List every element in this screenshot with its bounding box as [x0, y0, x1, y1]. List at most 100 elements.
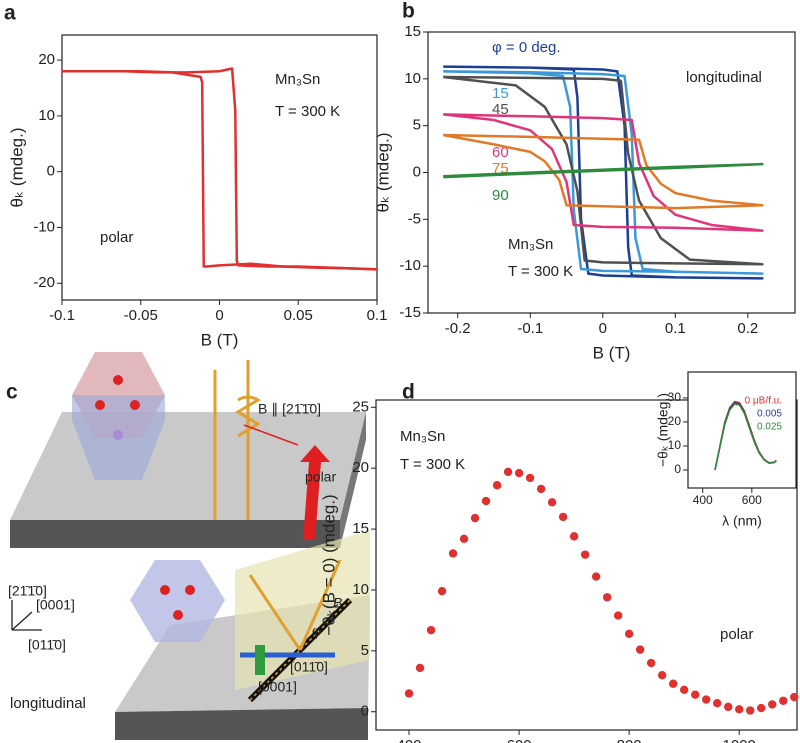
data-point	[481, 496, 491, 506]
field-label: B ∥ [21̄1̄0]	[258, 401, 321, 417]
data-point	[746, 706, 755, 715]
x-axis-label: B (T)	[593, 343, 631, 362]
data-point	[724, 702, 733, 712]
annotation: Mn₃Sn	[400, 428, 445, 445]
series-line	[714, 403, 777, 471]
y-tick-label: 20	[668, 414, 682, 428]
y-tick-label: 5	[361, 642, 369, 659]
data-point	[690, 690, 700, 699]
data-point	[459, 534, 469, 544]
data-point	[602, 593, 612, 602]
y-tick-label: 0	[674, 462, 681, 476]
y-axis-label: θₖ (mdeg.)	[373, 133, 392, 213]
series-label: 45	[492, 101, 509, 118]
panel-letter: b	[402, 0, 415, 23]
y-tick-label: 10	[668, 438, 682, 452]
series-line	[443, 133, 764, 210]
panel-letter: a	[4, 2, 16, 25]
atom	[130, 400, 140, 410]
data-point	[735, 705, 744, 714]
data-point	[580, 550, 590, 559]
data-point	[635, 645, 645, 654]
x-axis-label: λ (nm)	[722, 513, 762, 529]
x-tick-label: 0	[599, 320, 607, 337]
data-point	[757, 703, 766, 713]
x-tick-label: 800	[617, 737, 642, 743]
x-tick-label: 0.1	[367, 307, 388, 324]
atom	[173, 610, 183, 620]
direction-label: [011̄0]	[290, 659, 328, 675]
axis-label: [21̄1̄0]	[8, 583, 47, 599]
y-tick-label: -10	[33, 218, 55, 235]
data-point	[646, 658, 656, 668]
x-tick-label: 0	[215, 307, 223, 324]
y-tick-label: 10	[38, 107, 55, 124]
y-axis-label: −θₖ(B = 0) (mdeg.)	[319, 494, 338, 635]
axis-label: [011̄0]	[28, 637, 66, 653]
atom	[113, 430, 123, 440]
normal-arrow	[255, 645, 265, 675]
data-point	[668, 679, 678, 688]
data-point	[657, 671, 667, 680]
plot-frame	[61, 34, 378, 301]
data-point	[790, 692, 799, 702]
y-tick-label: -20	[33, 274, 55, 291]
series-label: 15	[492, 85, 509, 102]
series-label: φ = 0 deg.	[492, 39, 561, 56]
panel-letter: d	[402, 381, 415, 404]
data-point	[536, 484, 546, 494]
panel-letter: c	[6, 381, 18, 404]
crystal-hexagon	[130, 560, 225, 642]
data-point	[679, 685, 689, 695]
x-tick-label: 1000	[723, 737, 756, 743]
data-point	[492, 481, 502, 490]
series-line	[443, 162, 764, 179]
annotation: T = 300 K	[508, 263, 573, 280]
x-tick-label: 0.1	[665, 320, 686, 337]
slab-front	[115, 708, 368, 740]
x-tick-label: -0.05	[124, 307, 158, 324]
series-label: 0.025	[757, 422, 782, 433]
data-point	[701, 695, 711, 704]
data-point	[591, 572, 601, 581]
angle-label: φ	[312, 623, 321, 639]
x-axis-label: B (T)	[201, 330, 239, 349]
y-tick-label: 0	[361, 703, 369, 720]
atom	[185, 585, 195, 595]
y-tick-label: -10	[399, 257, 421, 274]
x-tick-label: -0.1	[517, 320, 543, 337]
data-point	[448, 549, 458, 558]
diagram-c: c B ∥ [21̄1̄0] polar [21̄1̄0] [0001] [01…	[6, 352, 370, 740]
axis-arrow	[11, 611, 33, 631]
series-line	[62, 70, 378, 271]
light-beam	[298, 559, 342, 651]
annotation: polar	[100, 229, 133, 246]
y-tick-label: 20	[38, 51, 55, 68]
light-beam	[248, 574, 302, 651]
x-tick-label: 600	[507, 737, 532, 743]
series-label: 60	[492, 144, 509, 161]
x-tick-label: -0.1	[49, 307, 75, 324]
y-tick-label: 30	[668, 390, 682, 404]
slab-side	[340, 412, 366, 548]
direction-label: [0001]	[258, 679, 297, 695]
series-line	[443, 70, 764, 275]
y-tick-label: 0	[413, 163, 421, 180]
series-label: 90	[492, 187, 509, 204]
y-axis-label: −θₖ (mdeg.)	[655, 393, 671, 467]
x-tick-label: 0.05	[284, 307, 313, 324]
series-line	[443, 75, 764, 266]
data-point	[779, 696, 788, 705]
mode-label: longitudinal	[10, 695, 86, 712]
data-point	[404, 689, 414, 698]
x-tick-label: 400	[397, 737, 422, 743]
data-point	[426, 625, 436, 635]
y-tick-label: 20	[352, 459, 369, 476]
data-point	[525, 473, 535, 483]
y-tick-label: 15	[404, 23, 421, 40]
field-arrow	[300, 445, 330, 540]
slab-front	[10, 520, 340, 548]
data-point	[503, 467, 513, 477]
